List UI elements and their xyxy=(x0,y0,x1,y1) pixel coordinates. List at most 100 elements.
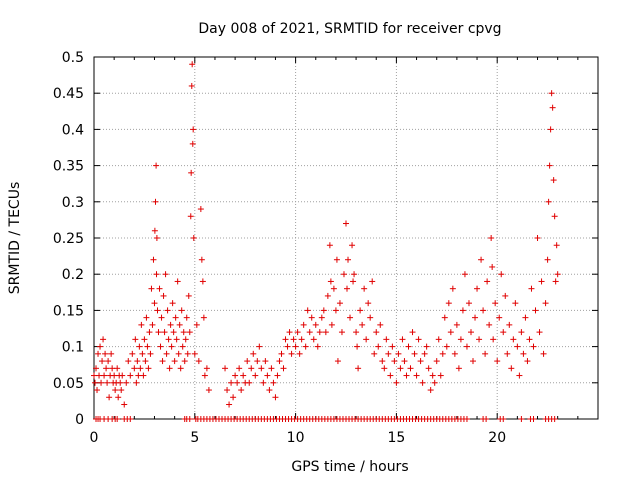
data-point xyxy=(270,379,277,386)
data-point xyxy=(147,350,154,357)
data-point xyxy=(140,372,147,379)
data-point xyxy=(272,394,279,401)
data-point xyxy=(95,350,102,357)
data-point xyxy=(375,343,382,350)
data-point xyxy=(101,372,108,379)
data-point xyxy=(250,350,257,357)
data-point xyxy=(451,350,458,357)
data-point xyxy=(544,256,551,263)
data-point xyxy=(300,321,307,328)
data-point xyxy=(423,343,430,350)
data-point xyxy=(298,336,305,343)
data-point xyxy=(551,416,558,422)
data-point xyxy=(344,285,351,292)
data-point xyxy=(345,256,352,263)
data-point xyxy=(540,350,547,357)
data-point xyxy=(100,336,107,343)
data-point xyxy=(199,278,206,285)
data-point xyxy=(224,387,231,394)
data-point xyxy=(173,336,180,343)
y-tick-label: 0.4 xyxy=(62,122,84,138)
data-point xyxy=(154,307,161,314)
data-point xyxy=(437,372,444,379)
x-tick-label: 15 xyxy=(387,430,405,446)
data-point xyxy=(409,329,416,336)
data-point xyxy=(395,350,402,357)
data-point xyxy=(429,372,436,379)
data-point xyxy=(290,336,297,343)
data-point xyxy=(296,350,303,357)
data-point xyxy=(169,300,176,307)
data-point xyxy=(316,329,323,336)
data-point xyxy=(552,278,559,285)
data-point xyxy=(96,372,103,379)
data-point xyxy=(99,358,106,365)
data-point xyxy=(180,329,187,336)
data-point xyxy=(171,358,178,365)
data-point xyxy=(385,350,392,357)
x-tick-label: 20 xyxy=(488,430,506,446)
data-point xyxy=(234,379,241,386)
data-point xyxy=(500,329,507,336)
data-point xyxy=(138,321,145,328)
y-tick-label: 0.1 xyxy=(62,340,84,356)
data-point xyxy=(256,343,263,350)
data-point xyxy=(496,314,503,321)
data-point xyxy=(178,307,185,314)
y-ticks: 0 0.05 0.1 0.15 0.2 0.25 0.3 0.35 0.4 0.45 0.5 xyxy=(53,50,598,428)
data-point xyxy=(228,379,235,386)
data-point xyxy=(347,314,354,321)
data-point xyxy=(387,372,394,379)
data-point xyxy=(149,321,156,328)
data-point xyxy=(150,256,157,263)
data-point xyxy=(326,242,333,249)
data-point xyxy=(160,292,167,299)
data-point xyxy=(167,321,174,328)
data-point xyxy=(498,271,505,278)
data-point xyxy=(399,336,406,343)
data-point xyxy=(118,387,125,394)
data-point xyxy=(258,365,265,372)
data-point xyxy=(465,300,472,307)
data-point xyxy=(186,416,193,422)
data-point xyxy=(139,350,146,357)
data-point xyxy=(188,169,195,176)
data-point xyxy=(467,329,474,336)
data-point xyxy=(97,343,104,350)
data-point xyxy=(308,314,315,321)
data-point xyxy=(163,350,170,357)
data-point xyxy=(205,387,212,394)
data-point xyxy=(176,321,183,328)
data-point xyxy=(94,387,101,394)
data-point xyxy=(332,307,339,314)
data-point xyxy=(365,300,372,307)
data-points xyxy=(91,61,561,422)
data-point xyxy=(480,307,487,314)
data-point xyxy=(286,329,293,336)
data-point xyxy=(310,336,317,343)
data-point xyxy=(530,343,537,350)
data-point xyxy=(403,372,410,379)
data-point xyxy=(524,358,531,365)
data-point xyxy=(411,350,418,357)
data-point xyxy=(143,314,150,321)
data-point xyxy=(177,365,184,372)
data-point xyxy=(189,61,196,68)
data-point xyxy=(175,350,182,357)
data-point xyxy=(354,343,361,350)
data-point xyxy=(146,329,153,336)
data-point xyxy=(274,372,281,379)
data-point xyxy=(260,379,267,386)
y-tick-label: 0.35 xyxy=(53,159,84,175)
data-point xyxy=(320,307,327,314)
data-point xyxy=(349,242,356,249)
y-tick-label: 0 xyxy=(75,412,84,428)
data-point xyxy=(115,394,122,401)
y-tick-label: 0.15 xyxy=(53,303,84,319)
x-axis-label: GPS time / hours xyxy=(291,459,408,475)
data-point xyxy=(121,401,128,408)
data-point xyxy=(547,126,554,133)
data-point xyxy=(373,329,380,336)
data-point xyxy=(172,314,179,321)
data-point xyxy=(526,336,533,343)
